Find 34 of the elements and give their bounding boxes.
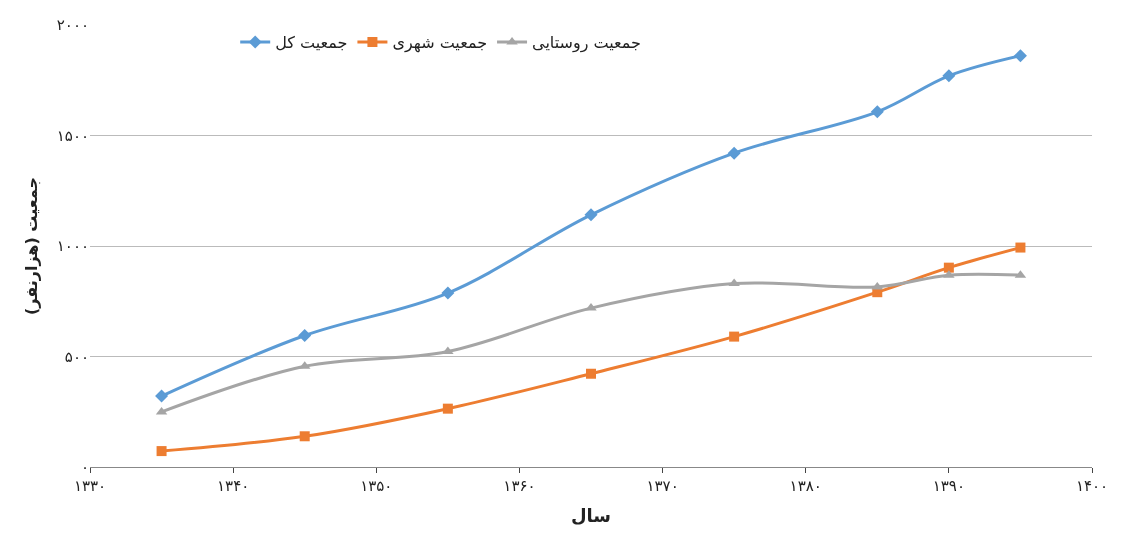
x-tick-label: ۱۳۷۰ xyxy=(646,477,679,495)
point xyxy=(729,331,740,342)
x-tick-label: ۱۳۵۰ xyxy=(360,477,393,495)
y-tick-label: ۱۵۰۰ xyxy=(56,126,89,145)
point xyxy=(156,446,167,457)
x-tick-label: ۱۴۰۰ xyxy=(1075,477,1109,495)
point xyxy=(298,329,312,343)
point xyxy=(870,105,884,119)
x-tick-label: ۱۳۶۰ xyxy=(503,477,536,495)
point xyxy=(943,262,954,273)
legend-label: جمعیت روستایی xyxy=(532,33,641,54)
point xyxy=(1015,242,1026,253)
x-tick-label: ۱۳۳۰ xyxy=(73,477,107,495)
point xyxy=(586,368,596,379)
y-tick-label: ۱۰۰۰ xyxy=(56,237,89,256)
point xyxy=(727,146,741,160)
y-axis-title: جمعیت (هزارنفر) xyxy=(21,176,41,316)
point xyxy=(942,69,956,83)
point xyxy=(584,208,598,222)
y-tick-label: ۰ xyxy=(80,458,89,477)
y-tick-label: ۲۰۰۰ xyxy=(56,16,89,35)
x-tick-label: ۱۳۴۰ xyxy=(217,477,250,495)
point xyxy=(299,431,310,442)
y-tick-label: ۵۰۰ xyxy=(64,347,89,366)
point xyxy=(1013,49,1027,63)
point xyxy=(155,389,169,403)
x-tick-label: ۱۳۹۰ xyxy=(932,477,965,495)
point xyxy=(442,403,453,414)
legend-label: جمعیت شهری xyxy=(392,33,488,54)
x-axis-title: سال xyxy=(570,505,612,527)
x-tick-label: ۱۳۸۰ xyxy=(789,477,822,495)
legend-label: جمعیت کل xyxy=(275,33,348,53)
point xyxy=(441,286,455,300)
point xyxy=(728,278,740,287)
